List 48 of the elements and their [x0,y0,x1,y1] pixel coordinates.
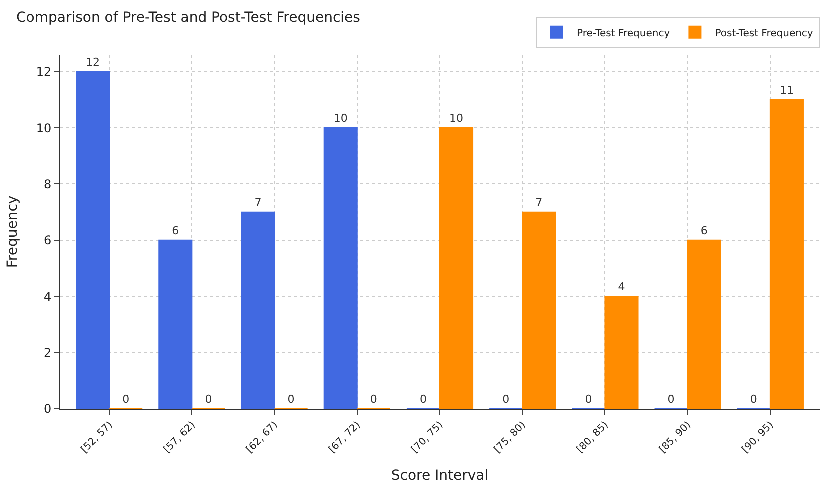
x-tick-label: [85, 90) [658,420,694,456]
data-label: 0 [288,393,295,406]
data-label: 7 [536,196,543,210]
y-tick-label: 12 [36,65,52,80]
bar [604,296,639,409]
y-tick-label: 10 [36,121,52,136]
data-label: 0 [502,393,510,406]
data-label: 0 [205,393,212,406]
legend-label: Pre-Test Frequency [577,28,670,40]
x-tick-label: [67, 72) [327,420,364,456]
data-label: 0 [370,393,378,406]
bar [324,128,358,409]
x-tick-label: [75, 80) [492,420,528,456]
chart-title: Comparison of Pre-Test and Post-Test Frequencies [16,10,360,26]
bar [687,240,722,409]
data-label: 0 [750,393,758,406]
bar [770,99,804,409]
data-label: 0 [122,393,130,406]
y-tick-label: 2 [44,346,52,360]
data-label: 10 [334,112,348,126]
y-tick-label: 4 [44,290,52,304]
y-tick-label: 8 [44,177,52,192]
bar [241,212,276,409]
x-tick-label: [80, 85) [575,420,611,456]
data-label: 0 [585,393,592,406]
data-label: 6 [700,224,708,238]
data-label: 7 [254,196,262,210]
x-tick-label: [57, 62) [162,420,198,456]
data-label: 0 [420,393,427,406]
data-label: 10 [450,112,464,126]
data-label: 12 [86,56,100,69]
x-tick-label: [90, 95) [740,420,776,456]
bar [440,128,474,409]
data-label: 0 [668,393,675,406]
bar [158,240,193,409]
x-tick-label: [52, 57) [79,420,116,456]
x-tick-label: [62, 67) [244,420,281,456]
y-tick-label: 6 [44,234,52,248]
data-label: 6 [172,224,180,238]
y-axis-title: Frequency [4,196,21,268]
bar [76,71,110,409]
data-label: 11 [780,84,794,97]
y-tick-label: 0 [44,402,52,416]
legend-label: Post-Test Frequency [715,28,814,40]
bar [522,212,556,409]
x-axis-title: Score Interval [391,468,489,484]
data-label: 4 [618,280,626,294]
x-tick-label: [70, 75) [410,420,446,456]
